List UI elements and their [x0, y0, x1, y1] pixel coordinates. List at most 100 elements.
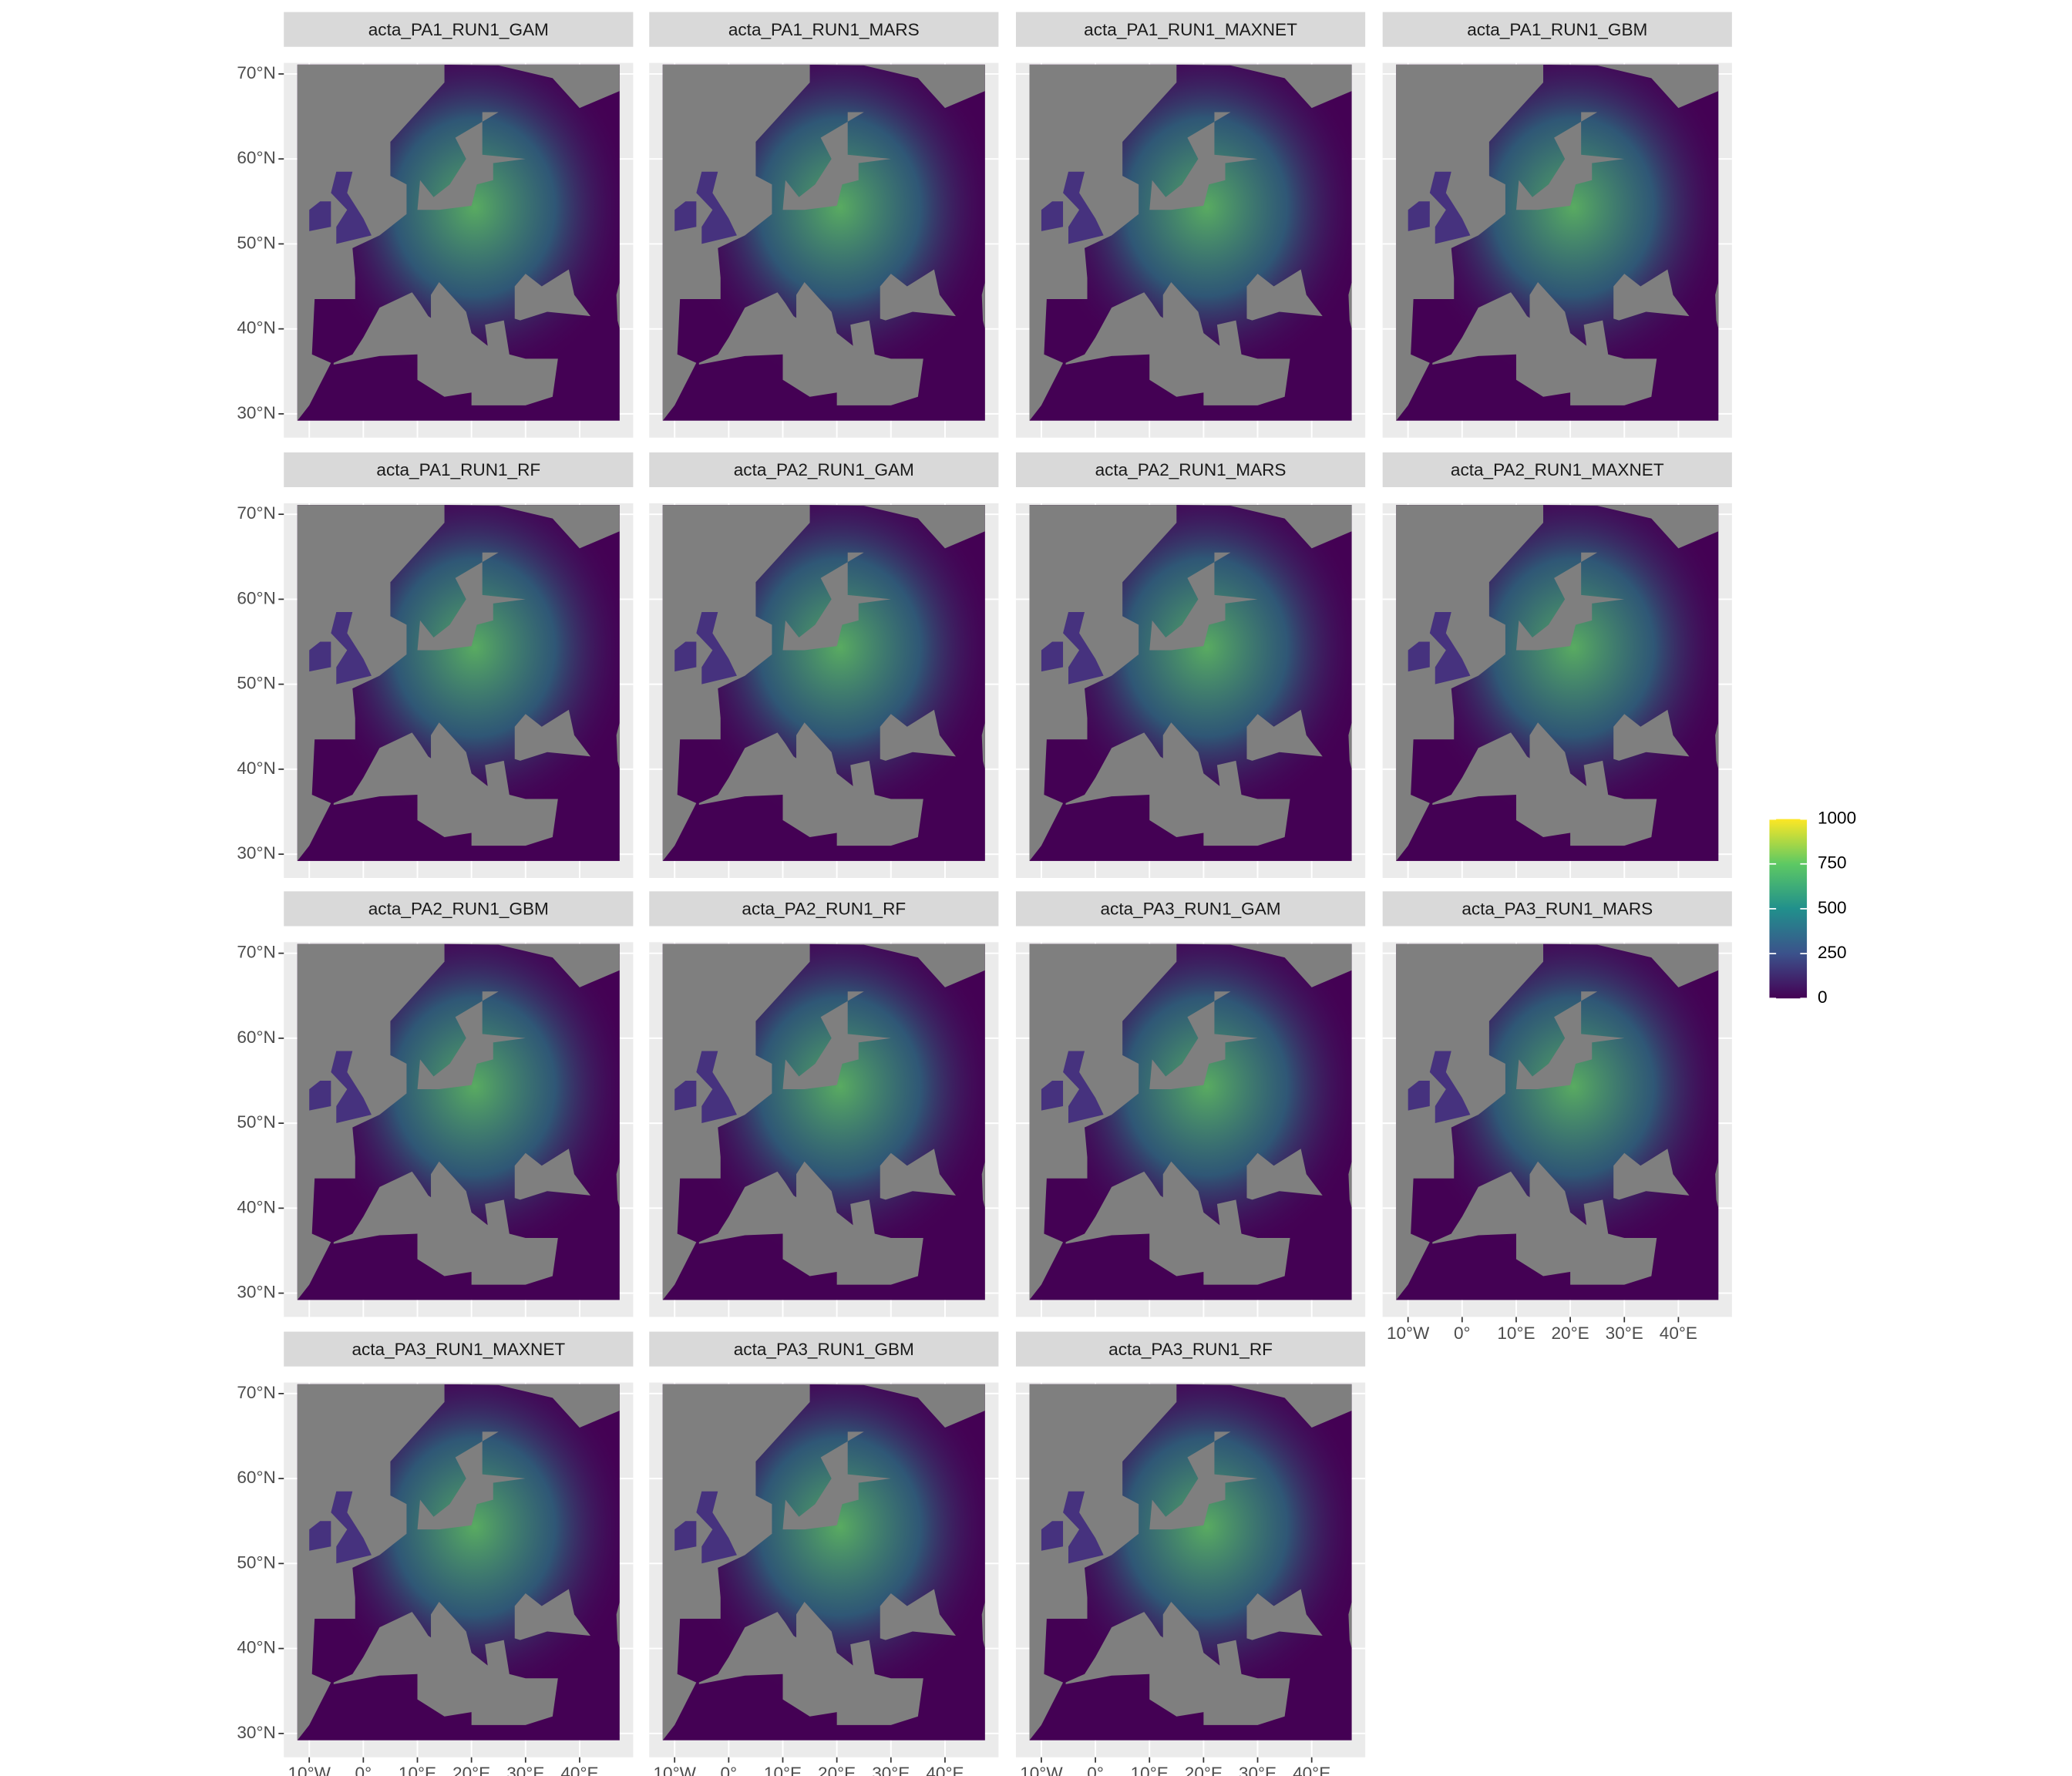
- panel-title: acta_PA2_RUN1_GAM: [734, 460, 914, 479]
- strip: [1382, 891, 1732, 927]
- y-tick-label: 70°N: [237, 63, 275, 82]
- sea: [514, 269, 591, 321]
- panel-title: acta_PA3_RUN1_RF: [1108, 1340, 1273, 1359]
- sea: [444, 505, 620, 549]
- sea: [1348, 1601, 1352, 1649]
- x-tick-label: 0°: [721, 1764, 738, 1776]
- sea: [1065, 722, 1290, 846]
- strip: [649, 1331, 999, 1367]
- strip: [1015, 1331, 1366, 1367]
- x-tick-label: 0°: [1454, 1324, 1471, 1343]
- sea: [1065, 1161, 1290, 1285]
- island: [331, 1491, 372, 1564]
- island: [1041, 1081, 1064, 1111]
- y-tick-label: 40°N: [237, 1638, 275, 1657]
- x-tick-label: 30°E: [506, 1764, 544, 1776]
- sea: [880, 269, 956, 321]
- sea: [809, 944, 985, 987]
- sea: [297, 944, 445, 1300]
- sea: [1515, 552, 1625, 651]
- island: [674, 201, 697, 231]
- raster: [297, 505, 620, 861]
- y-tick-label: 40°N: [237, 318, 275, 338]
- sea: [1348, 282, 1352, 329]
- raster: [297, 944, 620, 1300]
- island: [1063, 1491, 1104, 1564]
- island: [1429, 611, 1471, 684]
- y-tick-label: 70°N: [237, 503, 275, 523]
- panel-title: acta_PA2_RUN1_GBM: [368, 900, 549, 919]
- panel-title: acta_PA2_RUN1_MAXNET: [1451, 460, 1664, 479]
- sea: [662, 1384, 810, 1741]
- sea: [1396, 64, 1544, 421]
- strip: [649, 12, 999, 47]
- x-tick-label: 40°E: [926, 1764, 964, 1776]
- sea: [1348, 1161, 1352, 1209]
- sea: [417, 991, 526, 1089]
- strip: [649, 891, 999, 927]
- sea: [809, 64, 985, 109]
- strip: [1015, 891, 1366, 927]
- raster: [1029, 505, 1352, 861]
- sea: [1246, 1149, 1323, 1200]
- sea: [616, 1161, 620, 1209]
- panel-title: acta_PA1_RUN1_MAXNET: [1084, 20, 1297, 39]
- sea: [1246, 269, 1323, 321]
- sea: [1543, 64, 1719, 109]
- x-tick-label: 10°W: [288, 1764, 331, 1776]
- colorbar-label: 250: [1818, 943, 1847, 962]
- strip: [284, 452, 634, 487]
- sea: [1029, 944, 1177, 1300]
- panel-title: acta_PA3_RUN1_MAXNET: [352, 1340, 565, 1359]
- sea: [1515, 991, 1625, 1089]
- sea: [1176, 944, 1352, 987]
- sea: [782, 991, 891, 1089]
- y-tick-label: 40°N: [237, 758, 275, 778]
- sea: [981, 282, 985, 329]
- x-tick-label: 30°E: [1606, 1324, 1643, 1343]
- sea: [1176, 505, 1352, 549]
- x-tick-label: 10°E: [399, 1764, 436, 1776]
- sea: [880, 709, 956, 761]
- colorbar-label: 0: [1818, 987, 1828, 1007]
- sea: [417, 1431, 526, 1530]
- sea: [782, 112, 891, 210]
- x-tick-label: 20°E: [452, 1764, 490, 1776]
- colorbar-label: 500: [1818, 898, 1847, 917]
- y-tick-label: 50°N: [237, 1112, 275, 1132]
- sea: [444, 1384, 620, 1428]
- sea: [514, 1149, 591, 1200]
- y-tick-label: 70°N: [237, 1383, 275, 1402]
- x-tick-label: 10°W: [653, 1764, 696, 1776]
- sea: [444, 64, 620, 109]
- panel-title: acta_PA1_RUN1_GAM: [368, 20, 549, 39]
- sea: [1715, 282, 1719, 329]
- raster: [1029, 1384, 1352, 1741]
- sea: [1029, 505, 1177, 861]
- y-tick-label: 30°N: [237, 403, 275, 422]
- sea: [981, 1161, 985, 1209]
- raster: [1029, 944, 1352, 1300]
- sea: [1029, 1384, 1177, 1741]
- x-tick-label: 10°W: [1387, 1324, 1430, 1343]
- sea: [333, 1161, 558, 1285]
- sea: [1432, 1161, 1657, 1285]
- island: [674, 1521, 697, 1551]
- panel-title: acta_PA1_RUN1_MARS: [728, 20, 920, 39]
- island: [331, 611, 372, 684]
- sea: [1149, 991, 1258, 1089]
- island: [1041, 201, 1064, 231]
- island: [1063, 171, 1104, 244]
- sea: [1613, 709, 1690, 761]
- x-tick-label: 30°E: [872, 1764, 910, 1776]
- raster: [297, 1384, 620, 1741]
- sea: [1715, 722, 1719, 769]
- strip: [284, 12, 634, 47]
- y-tick-label: 50°N: [237, 674, 275, 693]
- panel-title: acta_PA2_RUN1_RF: [742, 900, 906, 919]
- strip: [649, 452, 999, 487]
- island: [1429, 171, 1471, 244]
- y-tick-label: 30°N: [237, 843, 275, 863]
- sea: [1432, 282, 1657, 405]
- y-tick-label: 60°N: [237, 148, 275, 167]
